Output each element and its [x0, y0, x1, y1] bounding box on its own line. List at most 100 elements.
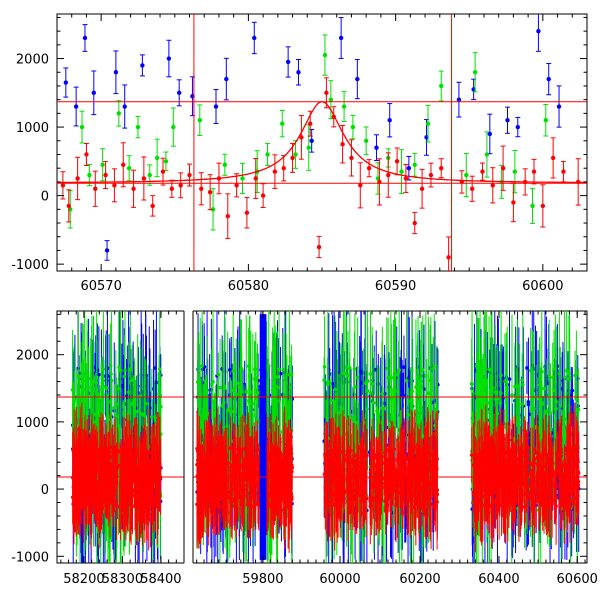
data-point-red: [233, 497, 238, 502]
data-point-blue: [252, 35, 257, 41]
data-point-red: [124, 462, 129, 466]
data-point-red: [561, 169, 566, 174]
data-point-red: [150, 203, 155, 209]
data-point-red: [205, 499, 209, 504]
data-point-red: [149, 464, 153, 469]
season-2-data: [195, 311, 295, 563]
x-tick-label: 60570: [80, 279, 121, 294]
data-point-green: [277, 399, 281, 403]
data-point-red: [268, 453, 273, 458]
data-point-green: [140, 412, 144, 416]
x-tick-label: 60600: [522, 279, 563, 294]
data-point-green: [340, 407, 344, 412]
data-point-red: [178, 183, 183, 188]
data-point-green: [240, 176, 245, 181]
data-point-red: [531, 169, 537, 174]
data-point-red: [244, 210, 250, 215]
data-point-red: [386, 172, 391, 178]
data-point-red: [114, 503, 119, 507]
data-point-green: [325, 381, 330, 385]
data-point-blue: [487, 131, 493, 137]
data-point-green: [353, 384, 357, 389]
data-point-green: [399, 169, 404, 174]
bottom-plot-frame: [56, 310, 588, 564]
data-point-red: [110, 488, 115, 492]
y-tick-label: 1000: [16, 121, 49, 136]
data-point-green: [171, 124, 176, 130]
data-point-blue: [505, 118, 510, 123]
data-point-red: [242, 487, 247, 492]
data-point-red: [96, 500, 101, 504]
data-point-red: [86, 483, 91, 487]
data-point-green: [236, 381, 241, 386]
data-point-red: [469, 186, 475, 191]
data-point-red: [215, 503, 220, 507]
data-point-green: [281, 367, 285, 372]
data-point-green: [280, 121, 285, 126]
data-point-red: [241, 494, 246, 498]
data-point-green: [81, 387, 86, 392]
data-point-blue: [360, 371, 365, 375]
data-point-red: [66, 203, 71, 209]
data-point-red: [249, 467, 253, 471]
data-point-blue: [91, 90, 97, 96]
data-point-green: [404, 379, 409, 383]
data-point-red: [500, 166, 506, 171]
data-point-red: [247, 501, 252, 506]
data-point-red: [97, 504, 101, 509]
data-point-red: [316, 244, 322, 250]
data-point-green: [116, 111, 122, 116]
data-point-green: [253, 367, 257, 371]
data-point-green: [71, 412, 76, 417]
data-point-red: [226, 461, 231, 466]
top-data-area: [57, 14, 587, 271]
data-point-red: [434, 467, 439, 471]
data-point-red: [77, 483, 81, 488]
data-point-blue: [166, 56, 172, 61]
data-point-green: [135, 409, 140, 414]
data-point-red: [92, 473, 97, 477]
data-point-red: [432, 505, 437, 509]
data-point-blue: [285, 59, 291, 65]
data-point-red: [324, 90, 329, 96]
data-point-red: [90, 451, 94, 455]
data-point-green: [414, 385, 418, 389]
data-point-green: [126, 411, 131, 416]
data-point-red: [113, 448, 117, 452]
data-point-red: [246, 445, 251, 449]
data-point-red: [210, 461, 215, 466]
data-point-green: [391, 375, 396, 380]
data-point-red: [276, 503, 280, 508]
data-point-red: [74, 448, 79, 453]
data-point-blue: [121, 384, 125, 389]
data-point-green: [143, 401, 148, 406]
data-point-green: [328, 97, 334, 102]
data-point-red: [169, 186, 175, 191]
data-point-green: [157, 367, 162, 372]
data-point-red: [260, 193, 266, 198]
season-3-data: [322, 311, 440, 563]
data-point-green: [322, 52, 328, 58]
data-point-green: [239, 390, 244, 395]
data-point-green: [341, 104, 347, 109]
data-point-red: [370, 498, 374, 503]
data-point-red: [85, 450, 89, 455]
data-point-red: [131, 452, 135, 456]
data-point-green: [329, 398, 334, 402]
data-point-green: [79, 124, 85, 130]
data-point-green: [128, 367, 133, 372]
data-point-red: [141, 176, 147, 181]
data-point-blue: [402, 365, 406, 369]
data-point-red: [130, 493, 135, 498]
data-point-green: [472, 70, 478, 75]
data-point-red: [256, 492, 261, 497]
data-point-red: [244, 471, 249, 476]
data-point-green: [335, 411, 340, 415]
data-point-red: [120, 461, 124, 466]
data-point-green: [389, 397, 394, 401]
data-point-red: [266, 474, 270, 479]
data-point-green: [108, 364, 113, 368]
data-point-red: [269, 491, 273, 496]
data-point-green: [293, 152, 298, 157]
data-point-blue: [355, 76, 360, 82]
